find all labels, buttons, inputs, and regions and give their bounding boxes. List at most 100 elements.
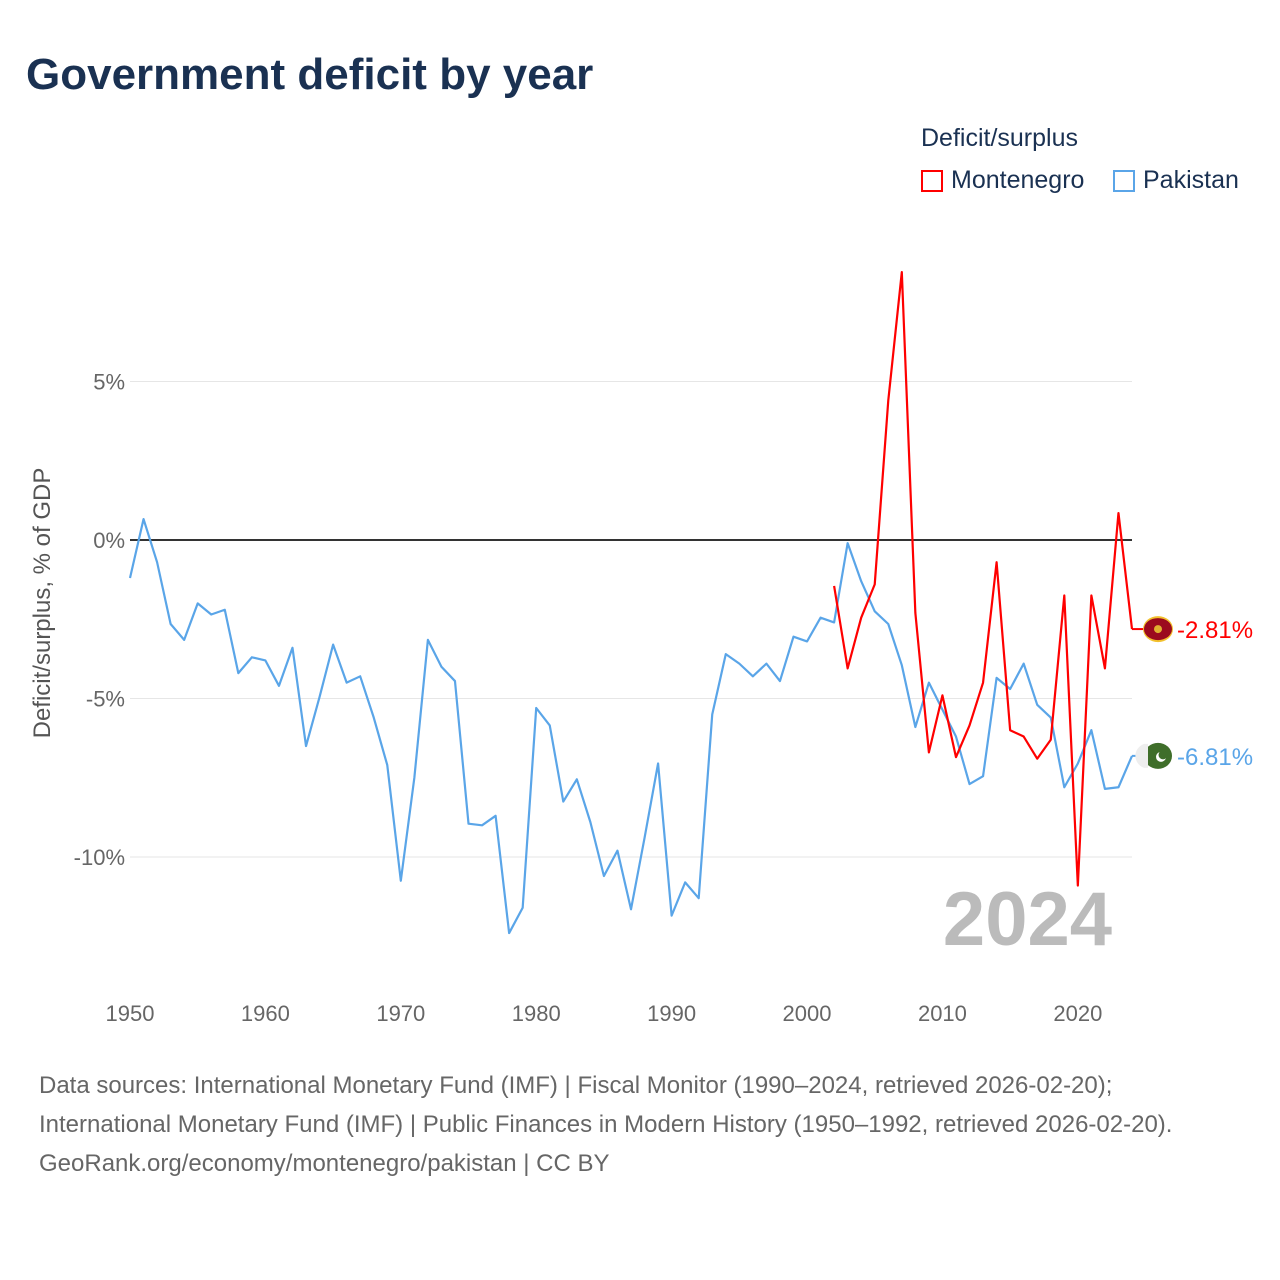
legend-label: Pakistan (1143, 166, 1239, 194)
y-tick-label: 0% (93, 528, 125, 553)
data-point (900, 663, 904, 667)
data-point (751, 674, 755, 678)
data-point (1076, 761, 1080, 765)
data-point (575, 777, 579, 781)
data-point (670, 914, 674, 918)
data-point (521, 906, 525, 910)
x-tick-label: 2020 (1053, 1001, 1102, 1026)
data-point (209, 612, 213, 616)
data-point (710, 712, 714, 716)
data-point (548, 723, 552, 727)
data-point (223, 608, 227, 612)
data-point (250, 655, 254, 659)
x-tick-label: 1990 (647, 1001, 696, 1026)
data-point (873, 582, 877, 586)
data-point (764, 662, 768, 666)
data-point (155, 560, 159, 564)
data-point (846, 541, 850, 545)
data-point (1089, 593, 1093, 597)
data-point (805, 639, 809, 643)
data-point (331, 643, 335, 647)
data-point (968, 782, 972, 786)
data-point (981, 681, 985, 685)
data-point (1035, 757, 1039, 761)
data-point (656, 761, 660, 765)
page-title: Government deficit by year (26, 50, 594, 99)
data-point (697, 896, 701, 900)
data-point (182, 638, 186, 642)
data-point (467, 822, 471, 826)
data-point (859, 616, 863, 620)
source-link[interactable]: GeoRank.org/economy/montenegro/pakistan … (39, 1150, 610, 1177)
data-point (995, 676, 999, 680)
data-point (290, 646, 294, 650)
data-point (399, 879, 403, 883)
data-point (263, 658, 267, 662)
data-point (927, 750, 931, 754)
data-point (385, 763, 389, 767)
data-point (534, 706, 538, 710)
data-point (426, 638, 430, 642)
data-point (629, 907, 633, 911)
legend-swatch-montenegro (921, 169, 943, 192)
data-point (372, 716, 376, 720)
data-point (832, 584, 836, 588)
x-tick-label: 1960 (241, 1001, 290, 1026)
data-point (940, 693, 944, 697)
x-tick-label: 2010 (918, 1001, 967, 1026)
legend-item-montenegro[interactable]: Montenegro (921, 166, 1084, 195)
data-point (913, 611, 917, 615)
data-point (128, 576, 132, 580)
montenegro-flag-icon (1143, 616, 1173, 643)
data-point (846, 666, 850, 670)
data-point (778, 679, 782, 683)
data-point (494, 814, 498, 818)
data-point (791, 635, 795, 639)
data-point (968, 723, 972, 727)
data-point (940, 708, 944, 712)
data-point (913, 725, 917, 729)
data-sources: Data sources: International Monetary Fun… (39, 1072, 1173, 1138)
data-point (683, 880, 687, 884)
data-point (602, 874, 606, 878)
y-axis-label: Deficit/surplus, % of GDP (29, 468, 56, 739)
y-tick-label: 5% (93, 370, 125, 395)
data-point (507, 931, 511, 935)
data-point (412, 776, 416, 780)
pakistan-flag-icon (1135, 742, 1172, 769)
data-point (1116, 785, 1120, 789)
data-point (1103, 666, 1107, 670)
data-point (345, 681, 349, 685)
data-point (995, 560, 999, 564)
data-point (819, 616, 823, 620)
x-tick-label: 1980 (512, 1001, 561, 1026)
footer: Data sources: International Monetary Fun… (39, 1066, 1249, 1183)
data-point (1076, 884, 1080, 888)
legend-label: Montenegro (951, 166, 1085, 194)
data-point (1035, 703, 1039, 707)
data-point (954, 755, 958, 759)
data-point (832, 620, 836, 624)
data-point (1022, 735, 1026, 739)
data-point (1116, 511, 1120, 515)
x-tick-label: 1950 (106, 1001, 155, 1026)
data-point (873, 609, 877, 613)
data-point (196, 601, 200, 605)
data-point (169, 622, 173, 626)
series-line-pakistan[interactable] (128, 517, 1134, 935)
y-tick-label: -5% (86, 687, 125, 712)
data-point (480, 823, 484, 827)
legend-item-pakistan[interactable]: Pakistan (1113, 166, 1239, 195)
data-point (954, 735, 958, 739)
data-point (304, 744, 308, 748)
data-point (859, 579, 863, 583)
data-point (981, 774, 985, 778)
series-line-montenegro[interactable] (833, 271, 1134, 887)
data-point (886, 622, 890, 626)
data-point (588, 820, 592, 824)
data-point (1089, 728, 1093, 732)
data-point (439, 665, 443, 669)
year-watermark: 2024 (943, 877, 1112, 962)
data-point (236, 671, 240, 675)
